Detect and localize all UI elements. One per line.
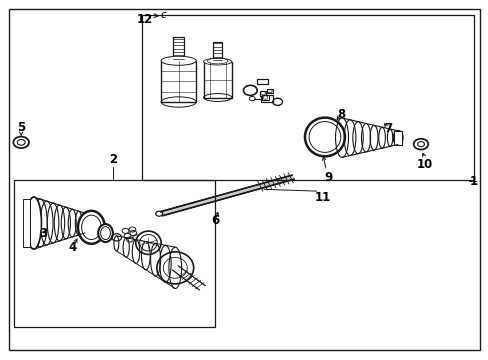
Text: 11: 11 — [314, 192, 330, 204]
Ellipse shape — [308, 122, 340, 152]
Text: 6: 6 — [211, 214, 219, 227]
Ellipse shape — [157, 252, 193, 284]
Bar — [161, 61, 196, 102]
Bar — [23, 199, 30, 247]
Ellipse shape — [161, 56, 196, 65]
Bar — [142, 15, 473, 180]
Text: 1: 1 — [468, 175, 477, 188]
Text: 4: 4 — [69, 240, 77, 253]
Ellipse shape — [26, 197, 41, 249]
Bar — [261, 95, 272, 102]
Bar — [393, 131, 402, 145]
Ellipse shape — [140, 234, 157, 251]
Bar — [173, 37, 183, 61]
Bar — [203, 62, 231, 98]
Ellipse shape — [98, 224, 113, 242]
Bar — [257, 79, 267, 84]
Circle shape — [413, 139, 427, 149]
Ellipse shape — [392, 131, 402, 145]
Text: 12: 12 — [136, 13, 152, 26]
Bar — [262, 95, 268, 100]
Ellipse shape — [203, 58, 231, 65]
Text: 10: 10 — [416, 158, 432, 171]
Bar — [266, 89, 272, 93]
Polygon shape — [160, 175, 294, 216]
Bar — [14, 180, 215, 327]
Ellipse shape — [101, 226, 110, 239]
Ellipse shape — [78, 211, 104, 244]
Text: 5: 5 — [17, 121, 25, 134]
Ellipse shape — [305, 118, 344, 156]
Text: 7: 7 — [383, 122, 391, 135]
Ellipse shape — [136, 231, 161, 255]
Text: 9: 9 — [324, 171, 332, 184]
Bar — [259, 91, 265, 95]
Text: 3: 3 — [40, 227, 47, 240]
Bar — [213, 42, 222, 62]
Text: 8: 8 — [336, 108, 345, 121]
Circle shape — [13, 136, 29, 148]
Ellipse shape — [156, 211, 162, 216]
Ellipse shape — [81, 215, 101, 239]
Text: c: c — [160, 10, 166, 20]
Text: 2: 2 — [108, 153, 117, 166]
